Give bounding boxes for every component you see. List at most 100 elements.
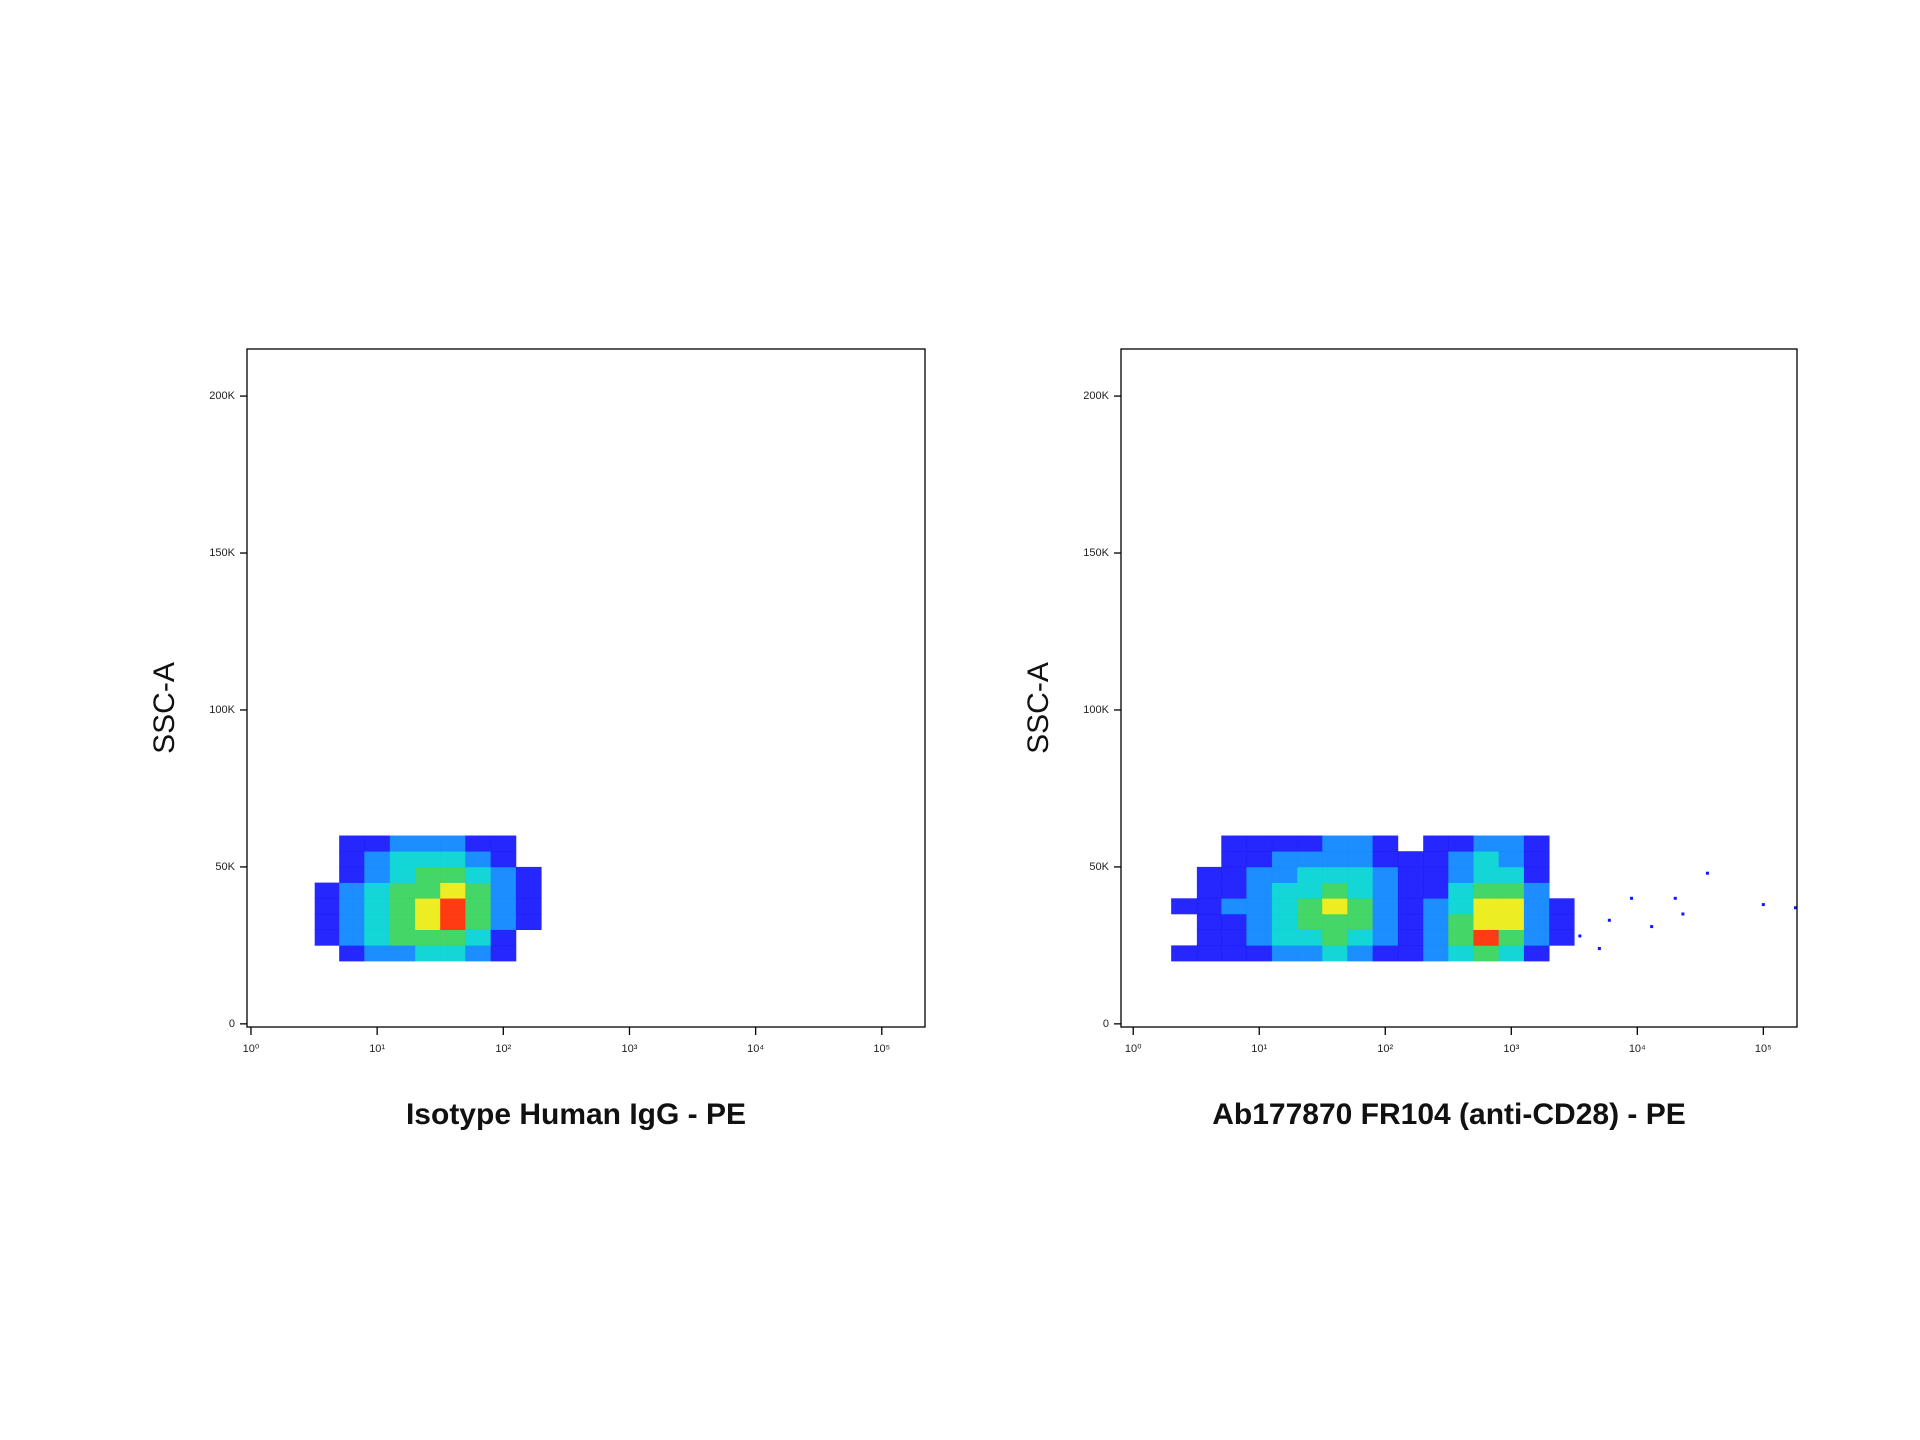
density-cell xyxy=(1196,945,1222,962)
density-cell xyxy=(1473,882,1499,899)
density-cell xyxy=(1473,866,1499,883)
x-tick-label: 10⁵ xyxy=(873,1043,890,1055)
event-dot xyxy=(1673,896,1677,900)
density-cell xyxy=(1423,866,1449,883)
density-cell xyxy=(1246,898,1273,915)
density-cell xyxy=(389,835,416,852)
density-cell xyxy=(515,882,542,899)
density-cell xyxy=(1423,851,1449,868)
density-cell xyxy=(1498,882,1525,899)
density-cell xyxy=(440,882,466,899)
density-cell xyxy=(490,945,517,962)
density-cell xyxy=(1523,866,1550,883)
density-cell xyxy=(1498,851,1525,868)
density-cell xyxy=(440,866,466,883)
y-tick-label: 50K xyxy=(1089,861,1109,873)
density-cell xyxy=(1372,898,1399,915)
density-cell xyxy=(339,914,365,930)
density-cell xyxy=(1297,851,1323,868)
density-cell xyxy=(1423,882,1449,899)
density-cell xyxy=(490,898,517,915)
x-tick-label: 10² xyxy=(1377,1043,1393,1055)
density-cell xyxy=(1549,914,1575,930)
density-cell xyxy=(1372,882,1399,899)
density-cell xyxy=(1498,898,1525,915)
density-cell xyxy=(465,945,491,962)
density-cell xyxy=(1271,898,1298,915)
density-cell xyxy=(1523,929,1550,946)
density-cell xyxy=(1523,898,1550,915)
density-cell xyxy=(1171,898,1198,915)
density-cell xyxy=(1372,945,1399,962)
density-cell xyxy=(415,898,441,915)
density-cell xyxy=(490,851,517,868)
density-cell xyxy=(339,898,365,915)
density-cell xyxy=(389,914,416,930)
density-cell xyxy=(415,914,441,930)
plot-frame xyxy=(246,348,926,1028)
density-cell xyxy=(490,914,517,930)
density-cell xyxy=(1549,929,1575,946)
density-cell xyxy=(1397,914,1424,930)
y-tick-label: 100K xyxy=(209,704,235,716)
density-cell xyxy=(1246,851,1273,868)
density-cell xyxy=(364,866,391,883)
density-cell xyxy=(1246,866,1273,883)
density-cell xyxy=(1397,945,1424,962)
y-tick-label: 0 xyxy=(1103,1018,1109,1030)
density-cell xyxy=(364,882,391,899)
density-cell xyxy=(1297,945,1323,962)
density-cell xyxy=(1246,914,1273,930)
density-cell xyxy=(440,914,466,930)
density-cell xyxy=(339,851,365,868)
density-cell xyxy=(1322,882,1348,899)
density-cell xyxy=(1473,929,1499,946)
density-cell xyxy=(1397,898,1424,915)
density-cell xyxy=(339,835,365,852)
density-cell xyxy=(1448,945,1474,962)
density-cell xyxy=(1297,882,1323,899)
density-cell xyxy=(1221,945,1247,962)
density-cell xyxy=(1271,835,1298,852)
y-tick-label: 150K xyxy=(209,547,235,559)
density-cell xyxy=(1498,835,1525,852)
density-cell xyxy=(1297,866,1323,883)
plot-frame xyxy=(1120,348,1798,1028)
density-cell xyxy=(1423,914,1449,930)
density-cell xyxy=(1271,882,1298,899)
density-cell xyxy=(1297,898,1323,915)
density-cell xyxy=(1347,929,1373,946)
density-cell xyxy=(515,866,542,883)
x-tick-label: 10¹ xyxy=(1251,1043,1267,1055)
density-cell xyxy=(1372,929,1399,946)
density-cell xyxy=(1473,835,1499,852)
density-cell xyxy=(389,929,416,946)
density-cell xyxy=(1322,945,1348,962)
density-cell xyxy=(415,866,441,883)
density-cell xyxy=(1246,882,1273,899)
density-cell xyxy=(1423,898,1449,915)
density-cell xyxy=(1423,945,1449,962)
x-tick-label: 10⁵ xyxy=(1755,1043,1772,1055)
density-cell xyxy=(1448,898,1474,915)
density-cell xyxy=(1322,929,1348,946)
density-cell xyxy=(1523,945,1550,962)
density-cell xyxy=(515,914,542,930)
density-cell xyxy=(1322,914,1348,930)
density-cell xyxy=(1171,945,1198,962)
event-dot xyxy=(1794,906,1798,910)
density-cell xyxy=(465,851,491,868)
density-cell xyxy=(1473,945,1499,962)
event-dot xyxy=(1650,925,1654,929)
x-axis-title: Isotype Human IgG - PE xyxy=(406,1098,746,1131)
density-cell xyxy=(1221,898,1247,915)
density-cell xyxy=(1448,882,1474,899)
density-cell xyxy=(1448,835,1474,852)
density-cell xyxy=(1347,866,1373,883)
density-cell xyxy=(1423,929,1449,946)
density-cell xyxy=(1297,835,1323,852)
density-cell xyxy=(1297,914,1323,930)
y-axis-title: SSC-A xyxy=(1022,662,1055,754)
density-cell xyxy=(415,945,441,962)
x-tick-label: 10³ xyxy=(622,1043,638,1055)
